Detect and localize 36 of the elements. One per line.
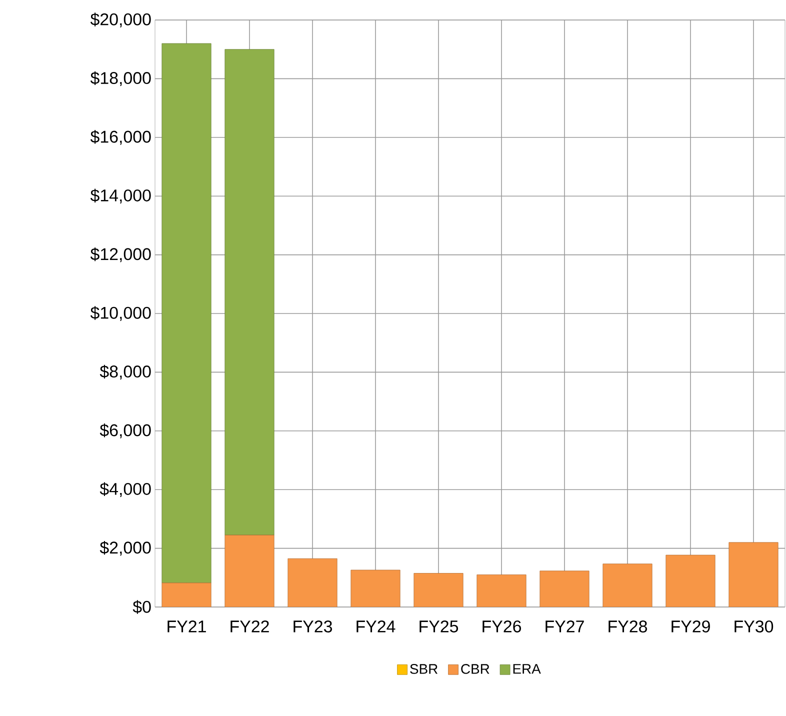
bar	[162, 43, 212, 584]
bar	[540, 570, 590, 607]
x-tick-label: FY28	[608, 620, 648, 632]
y-tick-label: $16,000	[90, 130, 151, 145]
bar	[602, 564, 652, 607]
bar	[224, 49, 274, 536]
y-tick-label: $20,000	[90, 12, 151, 28]
y-tick-label: $14,000	[90, 188, 151, 204]
y-tick-label: $12,000	[90, 247, 151, 262]
bar	[350, 570, 400, 607]
y-tick-label: $18,000	[90, 71, 151, 86]
bar	[288, 558, 338, 607]
bar	[162, 582, 212, 607]
x-tick-label: FY24	[356, 620, 396, 632]
bar	[476, 574, 526, 607]
bar	[666, 555, 716, 607]
x-tick-label: FY26	[482, 620, 521, 632]
legend-label: SBR	[410, 664, 438, 674]
y-tick-label: $10,000	[90, 306, 151, 321]
y-tick-label: $0	[132, 600, 151, 614]
x-tick-label: FY22	[230, 620, 269, 632]
x-tick-label: FY29	[672, 620, 710, 632]
legend-label: ERA	[513, 664, 541, 674]
x-tick-label: FY23	[294, 620, 332, 632]
bar	[728, 542, 778, 607]
y-tick-label: $2,000	[100, 540, 151, 556]
bar	[414, 573, 464, 607]
x-tick-label: FY25	[420, 620, 458, 632]
y-tick-label: $6,000	[100, 424, 151, 438]
legend-label: CBR	[461, 664, 490, 674]
bar	[224, 535, 274, 607]
x-tick-label: FY21	[168, 620, 206, 632]
y-tick-label: $4,000	[100, 482, 151, 497]
x-tick-label: FY27	[546, 620, 584, 632]
y-tick-label: $8,000	[100, 364, 151, 380]
x-tick-label: FY30	[734, 620, 774, 632]
